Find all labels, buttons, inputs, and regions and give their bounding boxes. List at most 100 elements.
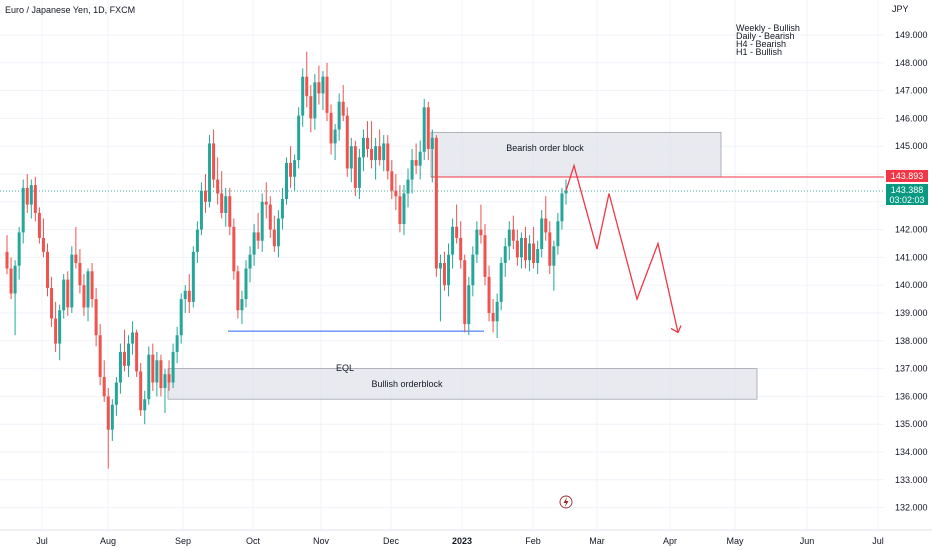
- candle: [414, 143, 418, 174]
- candle: [175, 326, 179, 364]
- projection-arrowhead: [670, 325, 682, 334]
- candle-body: [378, 146, 382, 161]
- candle-body: [147, 354, 151, 400]
- candle-body: [552, 246, 556, 266]
- candle-body: [455, 226, 459, 238]
- candle-body: [114, 382, 118, 405]
- candle: [374, 137, 378, 180]
- candle: [131, 321, 135, 355]
- candle-body: [374, 146, 378, 161]
- y-tick-label: 139.000: [895, 308, 928, 318]
- candle: [199, 182, 203, 236]
- candle: [285, 157, 288, 205]
- candle-body: [430, 137, 434, 149]
- candle-body: [244, 268, 248, 300]
- candle-body: [285, 162, 288, 200]
- candle-body: [66, 279, 70, 308]
- candle: [256, 212, 260, 250]
- candle-body: [256, 232, 260, 241]
- candle-body: [511, 229, 515, 241]
- y-tick-label: 149.000: [895, 30, 928, 40]
- candle-body: [341, 101, 345, 116]
- candle-body: [536, 249, 540, 263]
- candle-body: [515, 240, 519, 258]
- candle-body: [58, 310, 62, 344]
- candle: [94, 287, 98, 347]
- candle: [337, 93, 341, 141]
- candle: [127, 335, 131, 377]
- candle-body: [37, 212, 41, 238]
- candle-body: [50, 287, 54, 319]
- candle-body: [434, 137, 438, 269]
- candle-body: [418, 151, 422, 166]
- candle-body: [21, 187, 25, 233]
- y-tick-label: 137.000: [895, 364, 928, 374]
- candle-body: [212, 143, 216, 180]
- candle-body: [313, 82, 317, 119]
- y-tick-label: 145.000: [895, 141, 928, 151]
- candle-body: [297, 115, 301, 161]
- y-tick-label: 132.000: [895, 503, 928, 513]
- candle: [252, 224, 256, 266]
- candle: [46, 243, 50, 297]
- y-tick-label: 148.000: [895, 58, 928, 68]
- candle-body: [131, 332, 135, 344]
- candle-body: [422, 107, 426, 152]
- last-price-tag: 143.388 03:02:03: [886, 184, 928, 205]
- candle: [195, 221, 199, 263]
- candle: [37, 207, 41, 244]
- candle-body: [127, 343, 131, 366]
- candle-body: [317, 82, 321, 94]
- candle-body: [280, 199, 284, 219]
- candle-body: [491, 313, 495, 322]
- candle-body: [487, 276, 491, 313]
- candle: [98, 324, 102, 386]
- candle: [406, 168, 410, 208]
- candle: [467, 276, 471, 336]
- candle: [17, 226, 21, 280]
- candle-body: [382, 143, 386, 161]
- candle-body: [325, 76, 329, 113]
- candle: [29, 179, 33, 219]
- y-tick-label: 146.000: [895, 113, 928, 123]
- y-tick-label: 142.000: [895, 225, 928, 235]
- candle: [110, 399, 114, 441]
- candlestick-series: [5, 51, 568, 469]
- candle: [9, 257, 13, 300]
- candle: [333, 123, 337, 161]
- candle: [519, 232, 523, 269]
- candle-body: [390, 171, 394, 191]
- candle: [451, 218, 455, 269]
- candle: [183, 285, 187, 313]
- candle: [325, 62, 329, 122]
- candle: [495, 293, 499, 339]
- candle-body: [17, 232, 21, 266]
- candle-body: [183, 290, 187, 300]
- candle-body: [208, 143, 212, 202]
- candle: [86, 268, 90, 322]
- candle-body: [459, 237, 463, 261]
- candle-body: [155, 360, 159, 383]
- candle: [33, 176, 37, 222]
- candle-body: [220, 193, 224, 213]
- candle: [268, 196, 272, 238]
- candle: [349, 137, 353, 183]
- candle: [122, 329, 126, 372]
- candle: [361, 129, 365, 172]
- candle: [264, 182, 268, 219]
- candle: [240, 290, 244, 325]
- candle-body: [41, 237, 45, 252]
- candle: [78, 249, 82, 294]
- x-tick-label: Mar: [589, 536, 605, 546]
- candle-body: [333, 129, 337, 144]
- candle: [507, 221, 511, 261]
- bearish-order-block-zone: [430, 131, 722, 178]
- candle-body: [102, 376, 106, 397]
- candle-body: [167, 374, 171, 383]
- candle-body: [179, 299, 183, 336]
- x-tick-label: Aug: [100, 536, 116, 546]
- candle: [106, 388, 110, 469]
- candle: [167, 360, 171, 391]
- candle: [523, 226, 527, 269]
